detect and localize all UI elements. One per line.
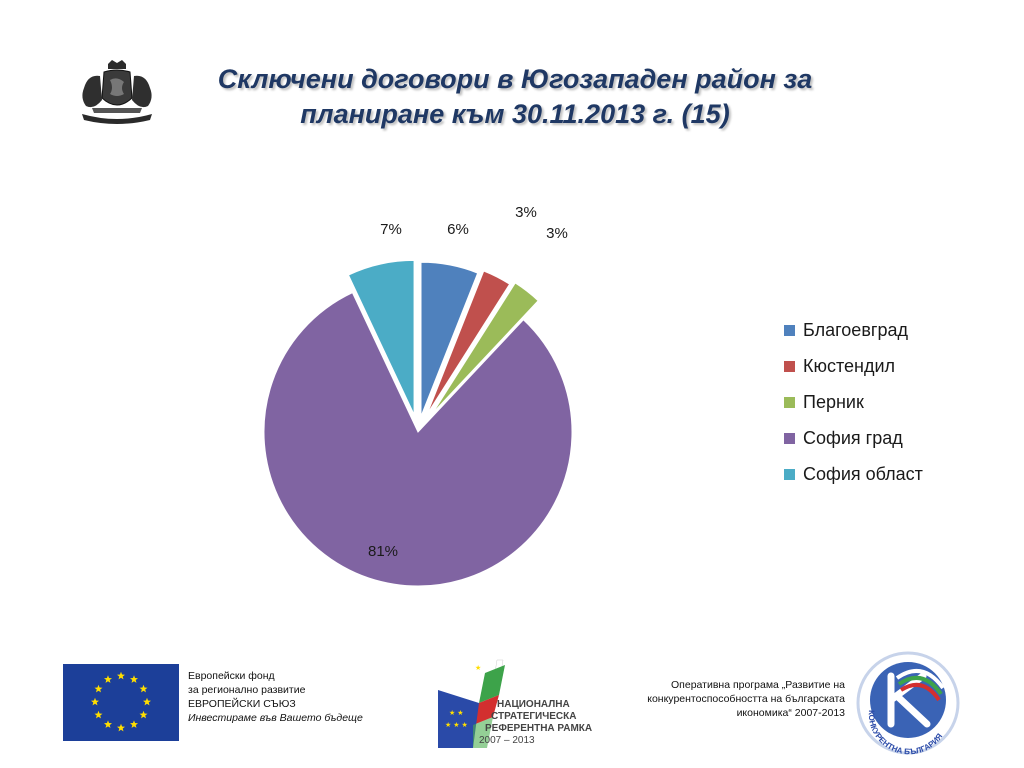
pie-slice-1 [420,261,479,417]
data-label-4: 81% [368,543,398,560]
chart-legend: Благоевград Кюстендил Перник София град Софи… [784,312,923,492]
eu-star-icon [130,675,138,683]
eu-line-3: ЕВРОПЕЙСКИ СЪЮЗ [188,698,296,710]
data-label-2: 3% [515,204,537,221]
legend-label: Кюстендил [803,355,896,376]
pie-slice-2 [426,270,511,415]
eu-star-icon [139,710,148,719]
legend-swatch [784,396,795,408]
nsrf-line-4: 2007 – 2013 [479,735,535,746]
legend-swatch [784,360,795,372]
eu-star-icon [91,697,99,706]
competitive-bulgaria-logo-icon: КОНКУРЕНТНА БЪЛГАРИЯ [856,651,960,756]
op-line-3: икономика“ 2007-2013 [736,707,845,719]
op-line-2: конкурентоспособността на българската [647,693,845,705]
eu-flag-icon [63,664,179,741]
svg-text:★: ★ [475,664,481,672]
pie-slice-3 [432,282,539,414]
legend-item: София град [784,420,923,456]
eu-star-icon [117,671,125,680]
pie-slice-5 [347,259,415,415]
eu-star-icon [94,684,103,693]
op-line-1: Оперативна програма „Развитие на [671,679,845,691]
data-label-1: 6% [447,221,469,238]
legend-label: София град [803,427,903,448]
coat-of-arms-icon [82,60,152,124]
legend-item: Благоевград [784,312,923,348]
eu-line-4: Инвестираме във Вашето бъдеще [188,712,363,724]
legend-swatch [784,324,795,336]
svg-text:★ ★: ★ ★ [449,709,464,717]
eu-star-icon [117,723,125,732]
eu-line-1: Европейски фонд [188,670,275,682]
eu-line-2: за регионално развитие [188,684,306,696]
legend-item: Перник [784,384,923,420]
pie-slice-4 [263,291,573,587]
nsrf-logo-icon: ★ ★ ★ ★ ★ ★ НАЦИОНАЛНА СТРАТЕГИЧЕСКА РЕФ… [438,659,592,748]
legend-label: Благоевград [803,319,908,340]
legend-label: Перник [803,391,864,412]
legend-swatch [784,432,795,444]
eu-star-icon [130,720,138,728]
eu-star-icon [94,710,103,719]
page-title: Сключени договори в Югозападен район за … [170,62,860,132]
eu-star-icon [104,720,112,728]
nsrf-line-1: НАЦИОНАЛНА [497,699,570,710]
eu-star-icon [104,675,112,683]
legend-item: София област [784,456,923,492]
data-label-5: 7% [380,221,402,238]
eu-star-icon [143,697,151,706]
title-line-2: планиране към 30.11.2013 г. (15) [300,99,730,129]
title-line-1: Сключени договори в Югозападен район за [217,64,813,94]
legend-item: Кюстендил [784,348,923,384]
svg-text:★ ★ ★: ★ ★ ★ [445,721,468,729]
eu-fund-text: Европейски фонд за регионално развитие Е… [188,669,363,725]
data-label-3: 3% [546,225,568,242]
nsrf-line-3: РЕФЕРЕНТНА РАМКА [485,723,592,734]
legend-swatch [784,468,795,480]
legend-label: София област [803,463,923,484]
operational-program-text: Оперативна програма „Развитие на конкуре… [600,678,845,720]
eu-star-icon [139,684,148,693]
nsrf-line-2: СТРАТЕГИЧЕСКА [491,711,576,722]
